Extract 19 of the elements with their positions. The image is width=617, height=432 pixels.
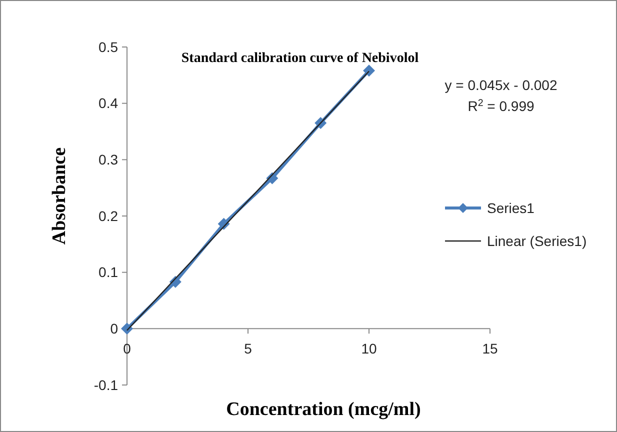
legend-label: Linear (Series1) — [487, 232, 587, 249]
x-tick-label: 10 — [361, 340, 377, 357]
chart-title: Standard calibration curve of Nebivolol — [181, 51, 419, 66]
x-tick-label: 0 — [123, 340, 132, 357]
point — [363, 64, 375, 77]
legend-label: Series1 — [487, 200, 535, 216]
x-tick-label: 15 — [482, 340, 498, 357]
y-tick-label: 0.2 — [98, 208, 118, 224]
y-tick-label: -0.1 — [94, 376, 118, 393]
y-tick-label: 0.4 — [98, 95, 118, 112]
y-tick-label: 0 — [110, 320, 118, 337]
y-axis-title: Absorbance — [49, 147, 70, 245]
y-tick-label: 0.5 — [98, 38, 118, 55]
x-axis-title: Concentration (mcg/ml) — [226, 399, 421, 420]
x-tick-label: 5 — [244, 340, 252, 357]
y-tick-label: 0.3 — [98, 152, 118, 168]
y-tick-label: 0.1 — [98, 264, 118, 280]
annotation: y = 0.045x - 0.002 — [444, 77, 558, 93]
annotation: R$^{2}$ = 0.999 — [468, 98, 534, 114]
